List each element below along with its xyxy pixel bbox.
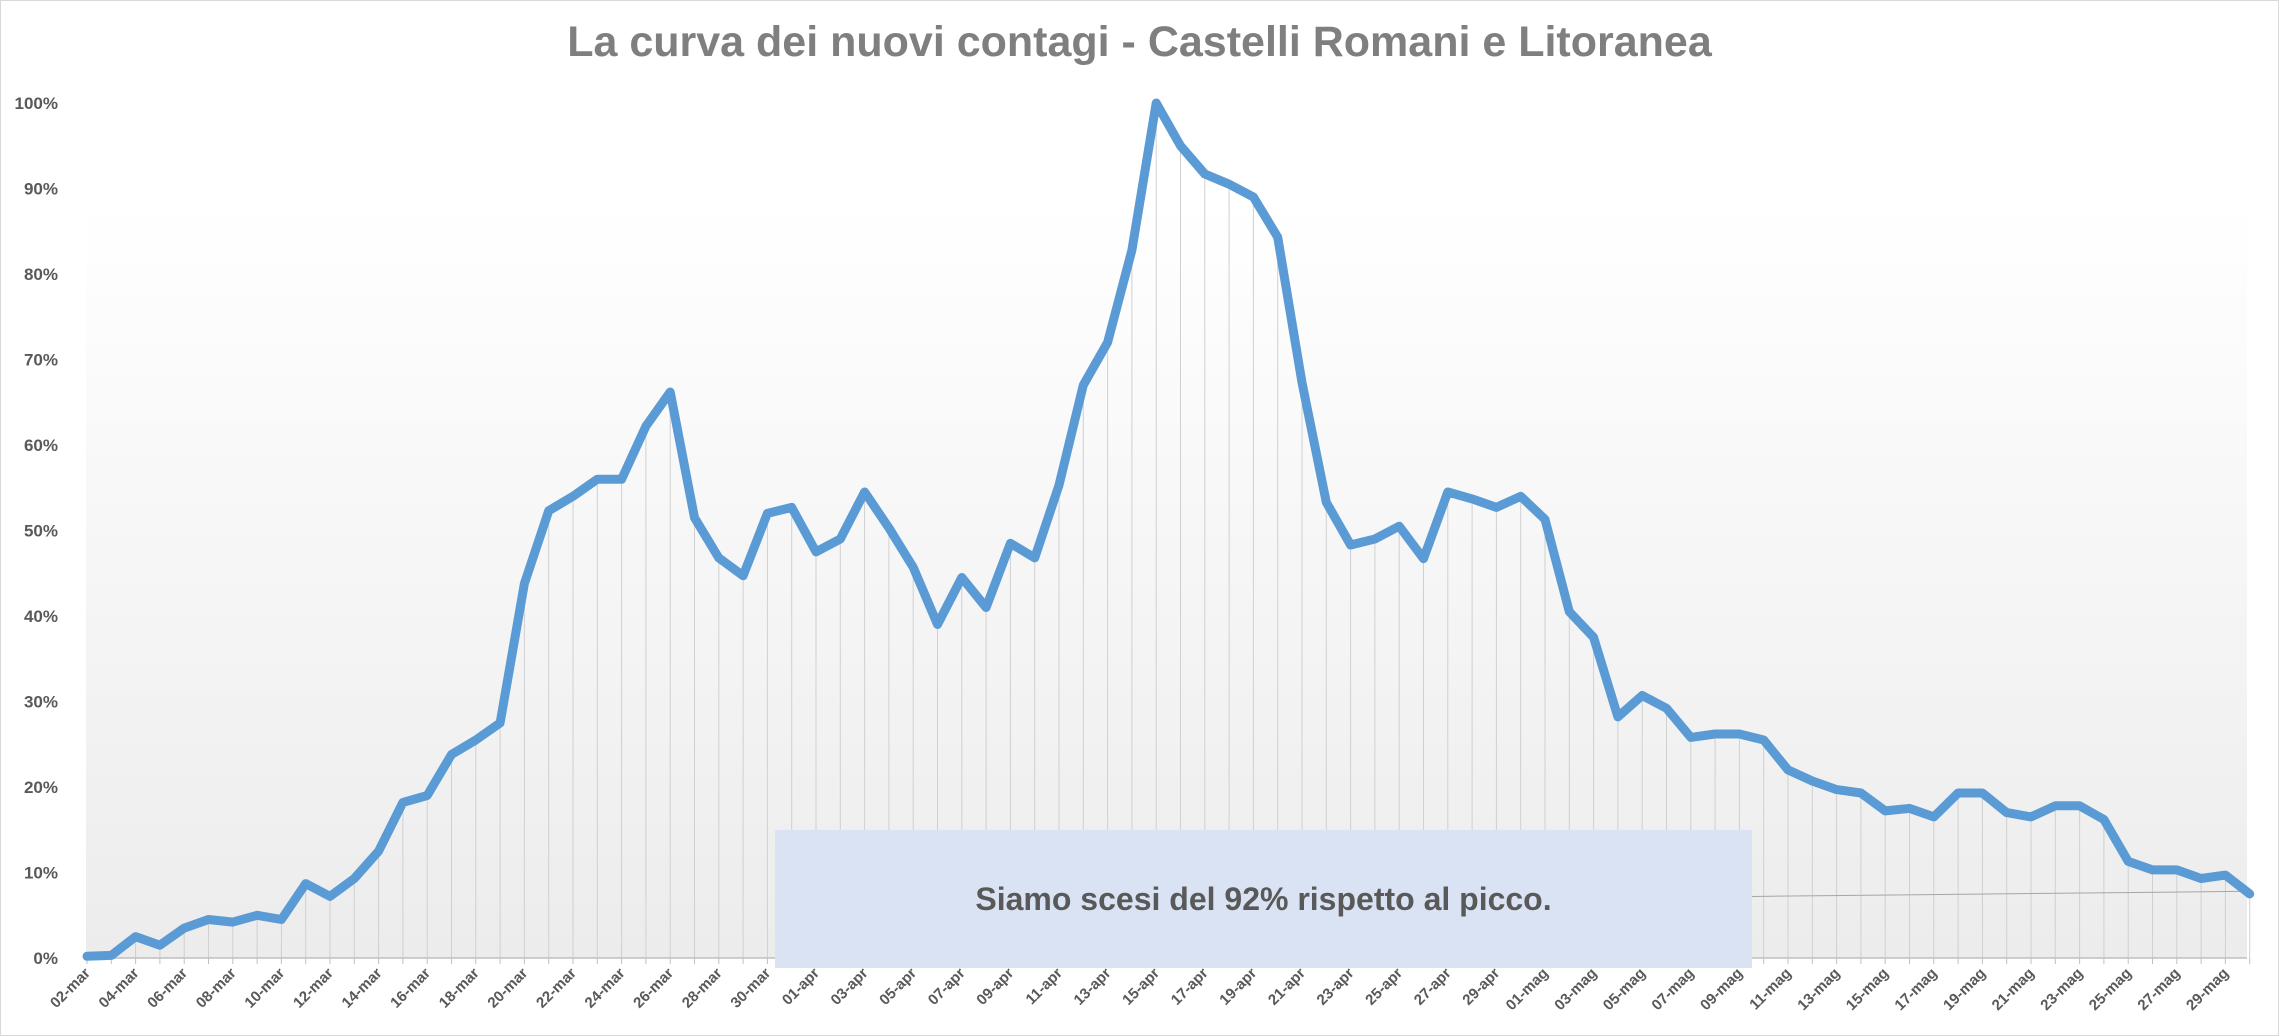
x-tick-label: 03-apr	[828, 965, 872, 1009]
y-tick-label: 70%	[24, 351, 58, 370]
x-tick-label: 03-mag	[1551, 965, 1600, 1014]
x-tick-label: 12-mar	[290, 965, 337, 1012]
x-tick-label: 08-mar	[193, 965, 240, 1012]
x-tick-label: 24-mar	[582, 965, 629, 1012]
x-tick-label: 01-mag	[1503, 965, 1552, 1014]
x-tick-label: 19-mag	[1940, 965, 1989, 1014]
x-tick-label: 13-apr	[1071, 965, 1115, 1009]
y-tick-label: 60%	[24, 436, 58, 455]
x-tick-label: 28-mar	[679, 965, 726, 1012]
x-tick-label: 30-mar	[727, 965, 774, 1012]
x-tick-label: 23-apr	[1314, 965, 1358, 1009]
x-tick-label: 05-mag	[1600, 965, 1649, 1014]
x-tick-label: 22-mar	[533, 965, 580, 1012]
x-tick-label: 06-mar	[144, 965, 191, 1012]
x-tick-label: 09-apr	[973, 965, 1017, 1009]
x-tick-label: 25-mag	[2086, 965, 2135, 1014]
x-tick-label: 23-mag	[2037, 965, 2086, 1014]
x-tick-label: 17-mag	[1891, 965, 1940, 1014]
y-tick-label: 50%	[24, 522, 58, 541]
x-tick-label: 01-apr	[779, 965, 823, 1009]
x-tick-label: 11-apr	[1023, 965, 1066, 1008]
x-tick-label: 11-mag	[1746, 965, 1795, 1014]
series-line	[82, 98, 2255, 961]
x-tick-label: 04-mar	[96, 965, 143, 1012]
x-tick-label: 17-apr	[1168, 965, 1212, 1009]
x-tick-label: 07-mag	[1648, 965, 1697, 1014]
x-tick-label: 13-mag	[1794, 965, 1843, 1014]
annotation-box: Siamo scesi del 92% rispetto al picco.	[775, 830, 1752, 968]
x-tick-label: 16-mar	[387, 965, 434, 1012]
y-tick-label: 100%	[15, 94, 58, 113]
x-tick-label: 15-mag	[1843, 965, 1892, 1014]
x-tick-label: 18-mar	[436, 965, 483, 1012]
x-tick-label: 02-mar	[47, 965, 94, 1012]
y-tick-label: 20%	[24, 778, 58, 797]
x-tick-label: 07-apr	[925, 965, 969, 1009]
x-tick-label: 20-mar	[484, 965, 531, 1012]
y-tick-label: 90%	[24, 180, 58, 199]
x-tick-label: 05-apr	[876, 965, 920, 1009]
x-tick-label: 14-mar	[339, 965, 386, 1012]
y-tick-label: 10%	[24, 864, 58, 883]
trendline	[1751, 890, 2250, 897]
x-tick-label: 21-mag	[1989, 965, 2038, 1014]
y-tick-label: 40%	[24, 607, 58, 626]
y-tick-label: 80%	[24, 265, 58, 284]
x-tick-label: 26-mar	[630, 965, 677, 1012]
x-tick-label: 19-apr	[1216, 965, 1260, 1009]
x-tick-label: 21-apr	[1265, 965, 1309, 1009]
x-tick-label: 27-mag	[2134, 965, 2183, 1014]
x-tick-label: 25-apr	[1362, 965, 1406, 1009]
chart-title: La curva dei nuovi contagi - Castelli Ro…	[567, 18, 1712, 66]
y-tick-label: 0%	[33, 949, 58, 968]
x-tick-label: 09-mag	[1697, 965, 1746, 1014]
y-tick-label: 30%	[24, 693, 58, 712]
x-tick-label: 27-apr	[1411, 965, 1455, 1009]
x-tick-label: 29-apr	[1459, 965, 1503, 1009]
x-tick-label: 29-mag	[2183, 965, 2232, 1014]
x-tick-label: 10-mar	[241, 965, 288, 1012]
x-tick-label: 15-apr	[1119, 965, 1163, 1009]
annotation-text: Siamo scesi del 92% rispetto al picco.	[975, 880, 1552, 917]
